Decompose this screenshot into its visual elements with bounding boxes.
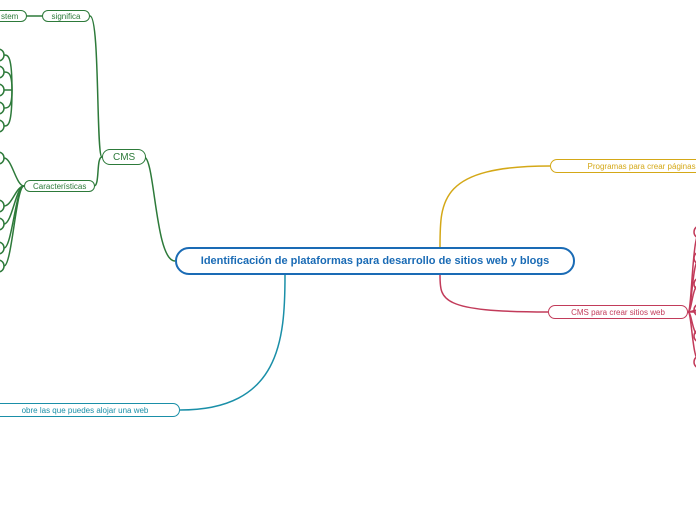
node-caract: Características	[24, 180, 95, 192]
central-node: Identificación de plataformas para desar…	[175, 247, 575, 275]
node-significa: significa	[42, 10, 90, 22]
node-system: stem	[0, 10, 27, 22]
node-cmsweb: CMS para crear sitios web	[548, 305, 688, 319]
node-platform: obre las que puedes alojar una web	[0, 403, 180, 417]
node-cms: CMS	[102, 149, 146, 165]
node-programas: Programas para crear páginas web	[550, 159, 696, 173]
